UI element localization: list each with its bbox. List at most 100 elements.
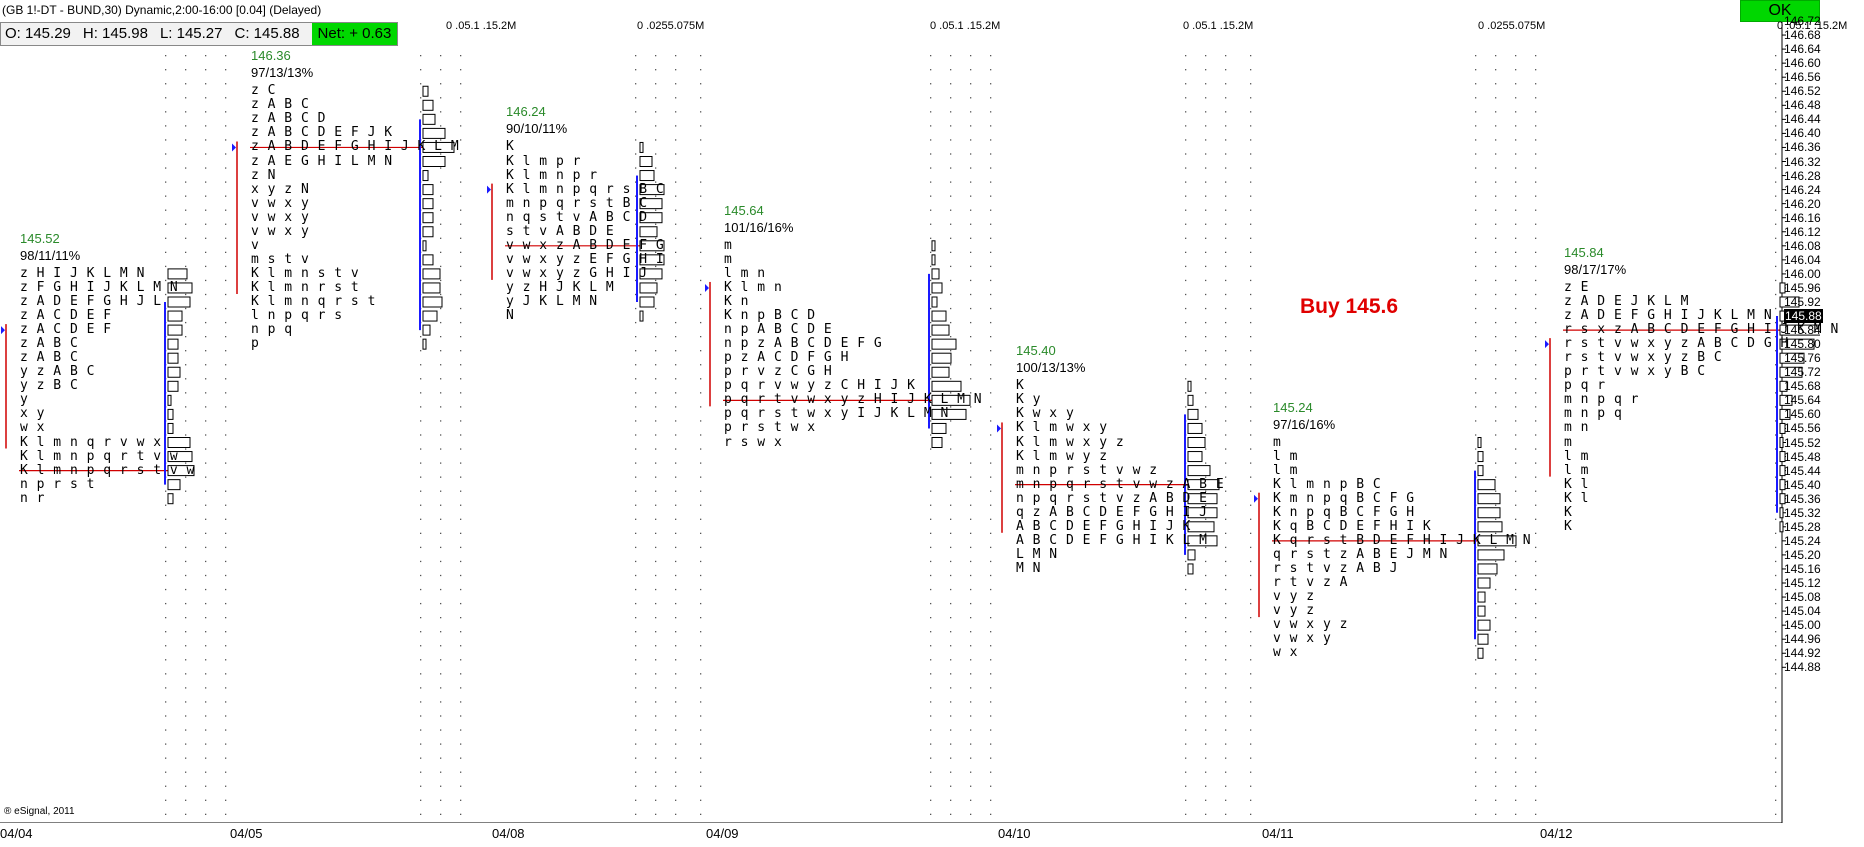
grid-dot — [970, 574, 972, 577]
grid-dot — [420, 799, 422, 801]
grid-dot — [225, 350, 227, 352]
tpo-row: m n p q — [1564, 406, 1623, 422]
grid-dot — [1515, 307, 1517, 310]
grid-dot — [1475, 111, 1477, 113]
grid-dot — [1250, 265, 1252, 268]
grid-dot — [205, 167, 207, 169]
grid-dot — [930, 237, 932, 239]
volume-bar — [1779, 507, 1784, 519]
grid-dot — [930, 336, 932, 338]
grid-dot — [1775, 321, 1777, 324]
tpo-row: m — [1273, 434, 1282, 450]
grid-dot — [165, 631, 167, 633]
grid-dot — [460, 785, 462, 787]
grid-dot — [675, 307, 677, 310]
grid-dot — [1205, 97, 1207, 99]
grid-dot — [205, 771, 207, 773]
grid-dot — [1225, 55, 1227, 57]
grid-dot — [1535, 420, 1537, 422]
grid-dot — [635, 687, 637, 689]
grid-dot — [1475, 293, 1477, 296]
grid-dot — [930, 279, 932, 282]
grid-dot — [655, 560, 657, 563]
grid-dot — [1185, 153, 1187, 155]
grid-dot — [1775, 83, 1777, 85]
grid-dot — [165, 293, 167, 296]
grid-dot — [1535, 293, 1537, 296]
volume-bar — [931, 324, 950, 336]
grid-dot — [635, 617, 637, 619]
grid-dot — [655, 420, 657, 422]
grid-dot — [970, 785, 972, 787]
grid-dot — [1250, 659, 1252, 661]
grid-dot — [440, 293, 442, 296]
grid-dot — [1495, 420, 1497, 422]
grid-dot — [420, 588, 422, 591]
grid-dot — [1495, 602, 1497, 605]
grid-dot — [1515, 378, 1517, 380]
grid-dot — [460, 715, 462, 717]
grid-dot — [970, 645, 972, 647]
tpo-row: p q r — [1564, 378, 1606, 394]
grid-dot — [1515, 293, 1517, 296]
grid-dot — [1225, 813, 1227, 815]
grid-dot — [950, 237, 952, 239]
open-marker-icon — [705, 283, 709, 292]
grid-dot — [990, 757, 992, 759]
grid-dot — [1775, 813, 1777, 815]
grid-dot — [165, 532, 167, 534]
grid-dot — [420, 97, 422, 99]
grid-dot — [1205, 153, 1207, 155]
volume-bar — [639, 198, 663, 210]
grid-dot — [990, 518, 992, 520]
grid-dot — [1495, 336, 1497, 338]
grid-dot — [1495, 743, 1497, 745]
grid-dot — [1535, 448, 1537, 450]
grid-dot — [655, 813, 657, 815]
grid-dot — [655, 406, 657, 408]
grid-dot — [440, 631, 442, 633]
tpo-row: n r — [20, 490, 45, 506]
grid-dot — [1515, 574, 1517, 577]
grid-dot — [1515, 715, 1517, 717]
price-tick-label: 145.32 — [1784, 505, 1821, 520]
grid-dot — [440, 715, 442, 717]
grid-dot — [205, 265, 207, 268]
grid-dot — [950, 209, 952, 211]
grid-dot — [930, 97, 932, 99]
grid-dot — [1185, 139, 1187, 141]
grid-dot — [700, 378, 702, 380]
grid-dot — [420, 476, 422, 478]
tpo-row: q r s t z A B E J M N — [1273, 546, 1448, 562]
price-tick-label: 145.68 — [1784, 379, 1821, 394]
grid-dot — [930, 350, 932, 352]
grid-dot — [655, 321, 657, 324]
price-tick-label: 145.56 — [1784, 421, 1821, 436]
grid-dot — [675, 55, 677, 57]
grid-dot — [1515, 434, 1517, 436]
grid-dot — [225, 83, 227, 85]
grid-dot — [1205, 209, 1207, 211]
tpo-row: m s t v — [251, 251, 310, 267]
grid-dot — [225, 321, 227, 324]
grid-dot — [950, 560, 952, 563]
price-tick-label: 145.76 — [1784, 351, 1821, 366]
grid-dot — [1475, 771, 1477, 773]
grid-dot — [1250, 167, 1252, 169]
ok-button[interactable]: OK — [1740, 0, 1820, 22]
grid-dot — [1185, 588, 1187, 591]
grid-dot — [950, 378, 952, 380]
grid-dot — [1185, 209, 1187, 211]
grid-dot — [1775, 673, 1777, 675]
tpo-row: N — [506, 308, 515, 324]
grid-dot — [1185, 167, 1187, 169]
volume-bar — [1779, 296, 1800, 308]
volume-bar — [1187, 422, 1203, 434]
grid-dot — [1515, 729, 1517, 731]
price-tick-label: 145.00 — [1784, 618, 1821, 633]
grid-dot — [1250, 69, 1252, 71]
grid-dot — [675, 617, 677, 619]
grid-dot — [225, 799, 227, 801]
grid-dot — [990, 532, 992, 534]
grid-dot — [460, 602, 462, 605]
